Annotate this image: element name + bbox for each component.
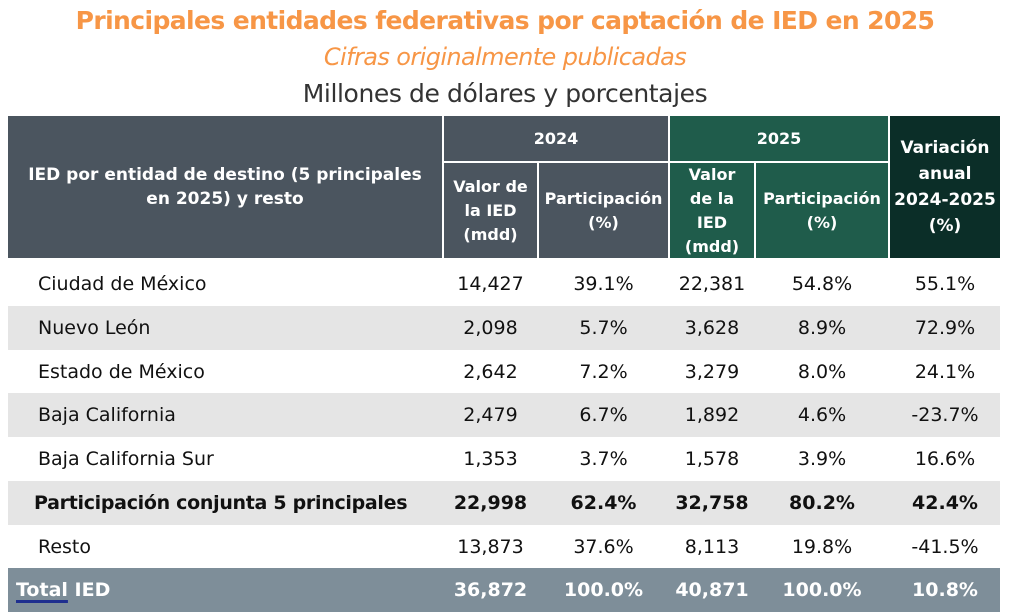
share-2024: 62.4% (570, 492, 637, 514)
entity-name: Baja California Sur (38, 448, 214, 470)
value-2024: 36,872 (453, 579, 528, 601)
entity-name: Ciudad de México (38, 273, 207, 295)
share-2025: 80.2% (789, 492, 855, 514)
share-2024: 37.6% (573, 536, 634, 558)
value-2024: 1,353 (463, 448, 518, 470)
share-2025: 8.9% (797, 317, 847, 339)
header-share-2024: Participación (%) (539, 163, 668, 258)
total-row: Total IED 36,872 100.0% 40,871 100.0% 10… (8, 568, 1000, 612)
variation: 24.1% (914, 361, 976, 383)
value-2025: 3,279 (684, 361, 740, 383)
share-2025: 19.8% (791, 536, 853, 558)
variation: -41.5% (911, 536, 979, 558)
total-link[interactable]: Total (16, 579, 68, 601)
share-2025: 3.9% (797, 448, 847, 470)
share-2024: 39.1% (573, 273, 634, 295)
entity-name: Nuevo León (38, 317, 151, 339)
value-2024: 13,873 (457, 536, 524, 558)
header-variation: Variación anual 2024-2025 (%) (890, 116, 1000, 258)
value-2025: 1,578 (684, 448, 740, 470)
header-value-2025: Valor de la IED (mdd) (670, 163, 754, 258)
variation: -23.7% (911, 404, 979, 426)
value-2024: 2,479 (463, 404, 518, 426)
share-2025: 100.0% (782, 579, 862, 601)
variation: 42.4% (912, 492, 978, 514)
total-label: Total IED (16, 579, 111, 601)
table-row: Nuevo León 2,098 5.7% 3,628 8.9% 72.9% (8, 306, 1000, 350)
share-2024: 6.7% (579, 404, 628, 426)
entity-name: Baja California (38, 404, 176, 426)
table-subtitle: Cifras originalmente publicadas (323, 43, 687, 71)
value-2025: 40,871 (675, 579, 749, 601)
header-value-2024: Valor de la IED (mdd) (444, 163, 537, 258)
table-row: Ciudad de México 14,427 39.1% 22,381 54.… (8, 262, 1000, 306)
value-2025: 22,381 (678, 273, 746, 295)
share-2025: 54.8% (791, 273, 853, 295)
share-2024: 3.7% (579, 448, 628, 470)
share-2025: 4.6% (797, 404, 847, 426)
header-year-2025: 2025 (670, 116, 888, 161)
entity-name: Estado de México (38, 361, 205, 383)
table-row: Baja California Sur 1,353 3.7% 1,578 3.9… (8, 437, 1000, 481)
subtotal-row: Participación conjunta 5 principales 22,… (8, 481, 1000, 525)
variation: 10.8% (912, 579, 978, 601)
share-2025: 8.0% (797, 361, 847, 383)
value-2024: 2,098 (463, 317, 518, 339)
value-2024: 14,427 (457, 273, 524, 295)
variation: 55.1% (914, 273, 976, 295)
variation: 16.6% (914, 448, 976, 470)
value-2025: 3,628 (684, 317, 740, 339)
variation: 72.9% (914, 317, 976, 339)
share-2024: 100.0% (563, 579, 644, 601)
entity-name: Resto (38, 536, 92, 558)
value-2025: 8,113 (684, 536, 740, 558)
table-row: Baja California 2,479 6.7% 1,892 4.6% -2… (8, 393, 1000, 437)
value-2024: 2,642 (463, 361, 518, 383)
table-row: Estado de México 2,642 7.2% 3,279 8.0% 2… (8, 350, 1000, 394)
header-year-2024: 2024 (444, 116, 668, 161)
header-share-2025: Participación (%) (756, 163, 888, 258)
table-row: Resto 13,873 37.6% 8,113 19.8% -41.5% (8, 525, 1000, 569)
entity-name: Participación conjunta 5 principales (34, 492, 408, 514)
value-2025: 1,892 (684, 404, 740, 426)
units-caption: Millones de dólares y porcentajes (302, 79, 708, 108)
share-2024: 5.7% (579, 317, 628, 339)
share-2024: 7.2% (579, 361, 628, 383)
header-entity: IED por entidad de destino (5 principale… (8, 116, 442, 258)
table-title: Principales entidades federativas por ca… (75, 6, 935, 35)
value-2024: 22,998 (453, 492, 528, 514)
value-2025: 32,758 (675, 492, 749, 514)
